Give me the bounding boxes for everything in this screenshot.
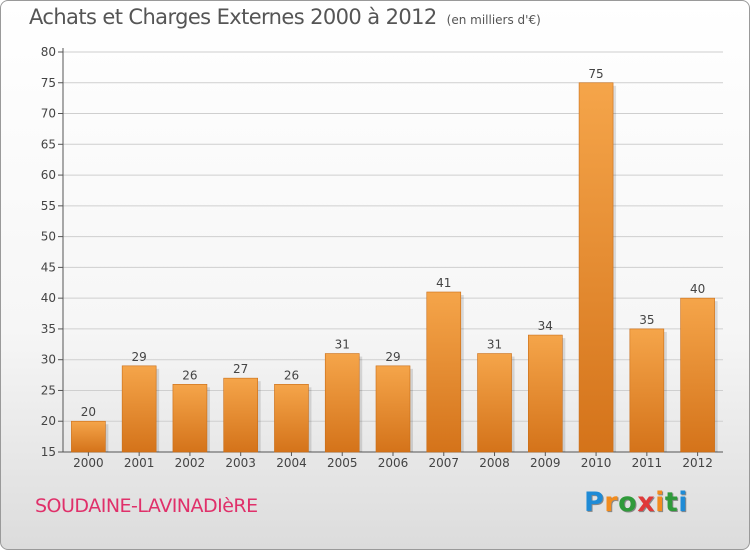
bar xyxy=(375,365,411,453)
x-tick-label: 2003 xyxy=(225,456,256,470)
data-label: 34 xyxy=(538,319,553,333)
logo-letter: r xyxy=(604,487,619,518)
data-label: 75 xyxy=(588,67,603,81)
y-tick-label: 80 xyxy=(41,45,56,59)
data-label: 26 xyxy=(284,368,299,382)
proxiti-logo[interactable]: Proxiti xyxy=(584,487,694,527)
bar xyxy=(528,334,563,453)
y-tick-label: 20 xyxy=(41,414,56,428)
x-tick-label: 2007 xyxy=(428,456,459,470)
x-tick-label: 2004 xyxy=(276,456,307,470)
bar xyxy=(578,82,614,453)
x-tick-label: 2000 xyxy=(73,456,104,470)
x-tick-label: 2009 xyxy=(530,456,561,470)
labels: 20 2000 29 2001 26 2002 27 2003 26 2004 31 2005 29 20… xyxy=(73,67,713,470)
x-tick-label: 2001 xyxy=(124,456,155,470)
data-label: 40 xyxy=(690,282,705,296)
y-tick-label: 40 xyxy=(41,291,56,305)
data-label: 20 xyxy=(81,405,96,419)
y-tick-label: 65 xyxy=(41,137,56,151)
x-tick-label: 2006 xyxy=(378,456,409,470)
x-tick-label: 2012 xyxy=(682,456,713,470)
data-label: 41 xyxy=(436,276,451,290)
logo-letter: i xyxy=(655,487,665,518)
bar xyxy=(477,353,512,453)
logo-letter: t xyxy=(664,487,679,518)
x-tick-label: 2005 xyxy=(327,456,358,470)
bar xyxy=(274,384,309,453)
x-tick-label: 2002 xyxy=(175,456,206,470)
data-label: 29 xyxy=(132,350,147,364)
y-tick-label: 60 xyxy=(41,168,56,182)
y-tick-label: 25 xyxy=(41,383,56,397)
bar xyxy=(121,365,157,453)
commune-name: SOUDAINE-LAVINADIèRE xyxy=(35,495,258,517)
logo-letter: o xyxy=(618,487,638,518)
title-text: Achats et Charges Externes 2000 à 2012 xyxy=(29,5,437,29)
y-tick-label: 55 xyxy=(41,199,56,213)
bar xyxy=(71,420,106,453)
y-tick-label: 15 xyxy=(41,445,56,459)
bar xyxy=(426,291,462,453)
unit-label: (en milliers d'€) xyxy=(446,13,541,27)
x-tick-label: 2008 xyxy=(479,456,510,470)
bar xyxy=(629,328,665,453)
logo-letter: i xyxy=(678,487,689,518)
logo-letter: P xyxy=(584,487,605,518)
data-label: 29 xyxy=(385,350,400,364)
data-label: 27 xyxy=(233,362,248,376)
x-tick-label: 2010 xyxy=(581,456,612,470)
bar xyxy=(324,353,360,453)
data-label: 31 xyxy=(487,338,502,352)
data-label: 31 xyxy=(335,338,350,352)
logo-letter: x xyxy=(637,487,656,518)
data-label: 26 xyxy=(182,368,197,382)
y-tick-label: 50 xyxy=(41,230,56,244)
bars xyxy=(71,82,718,453)
y-tick-label: 70 xyxy=(41,107,56,121)
y-tick-label: 45 xyxy=(41,260,56,274)
bar xyxy=(172,384,208,453)
bar xyxy=(223,377,258,453)
bar xyxy=(680,297,715,453)
x-tick-label: 2011 xyxy=(632,456,663,470)
y-tick-label: 35 xyxy=(41,322,56,336)
y-tick-label: 75 xyxy=(41,76,56,90)
y-tick-label: 30 xyxy=(41,353,56,367)
chart-title: Achats et Charges Externes 2000 à 2012 (e… xyxy=(29,5,541,29)
data-label: 35 xyxy=(639,313,654,327)
